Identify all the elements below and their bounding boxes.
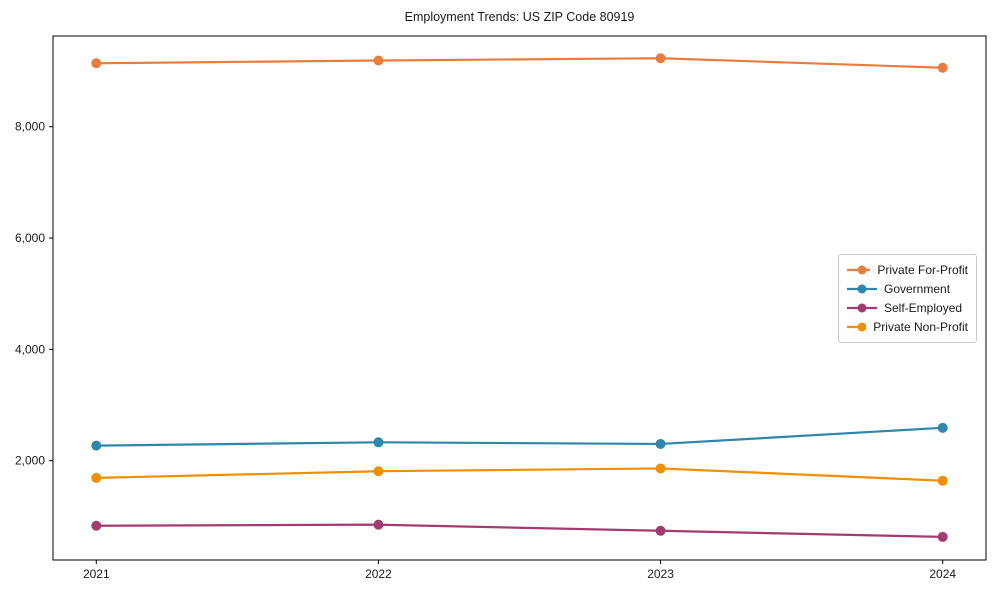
- x-tick-label: 2024: [929, 567, 956, 581]
- legend-label: Government: [884, 281, 951, 296]
- legend-item-self-employed: Self-Employed: [847, 299, 968, 318]
- data-point-private-non-profit: [655, 463, 666, 474]
- data-point-private-non-profit: [373, 466, 384, 477]
- legend-item-private-for-profit: Private For-Profit: [847, 260, 968, 279]
- x-tick-label: 2023: [647, 567, 674, 581]
- data-point-government: [937, 422, 948, 433]
- legend-label: Self-Employed: [884, 301, 963, 316]
- legend-line-marker-icon: [847, 303, 877, 313]
- plot-line-private-non-profit: [95, 467, 944, 482]
- chart-title: Employment Trends: US ZIP Code 80919: [404, 10, 635, 24]
- data-point-government: [373, 437, 384, 448]
- data-point-private-non-profit: [937, 475, 948, 486]
- data-point-self-employed: [91, 520, 102, 531]
- x-tick-label: 2021: [83, 567, 110, 581]
- legend-label: Private For-Profit: [877, 262, 968, 277]
- legend-line-marker-icon: [847, 322, 867, 332]
- data-point-private-for-profit: [655, 53, 666, 64]
- plot-line-private-for-profit: [95, 57, 944, 69]
- legend-line-marker-icon: [847, 265, 871, 275]
- y-tick-label: 8,000: [15, 120, 45, 134]
- data-point-self-employed: [937, 531, 948, 542]
- legend-line-marker-icon: [847, 284, 877, 294]
- data-point-private-for-profit: [373, 55, 384, 66]
- data-point-self-employed: [655, 525, 666, 536]
- legend-item-government: Government: [847, 279, 968, 298]
- plot-line-self-employed: [95, 523, 944, 539]
- data-point-private-for-profit: [937, 62, 948, 73]
- plot-box-spines: [52, 35, 987, 561]
- y-tick-label: 6,000: [15, 231, 45, 245]
- data-point-self-employed: [373, 519, 384, 530]
- data-point-government: [91, 440, 102, 451]
- data-point-private-for-profit: [91, 58, 102, 69]
- plot-line-government: [95, 426, 944, 447]
- y-tick-label: 4,000: [15, 342, 45, 356]
- legend-item-private-non-profit: Private Non-Profit: [847, 318, 968, 337]
- legend-label: Private Non-Profit: [873, 320, 968, 335]
- legend: Private For-Profit Government Self-Employe…: [838, 254, 977, 343]
- data-point-government: [655, 438, 666, 449]
- x-tick-label: 2022: [365, 567, 392, 581]
- y-tick-label: 2,000: [15, 454, 45, 468]
- data-point-private-non-profit: [91, 472, 102, 483]
